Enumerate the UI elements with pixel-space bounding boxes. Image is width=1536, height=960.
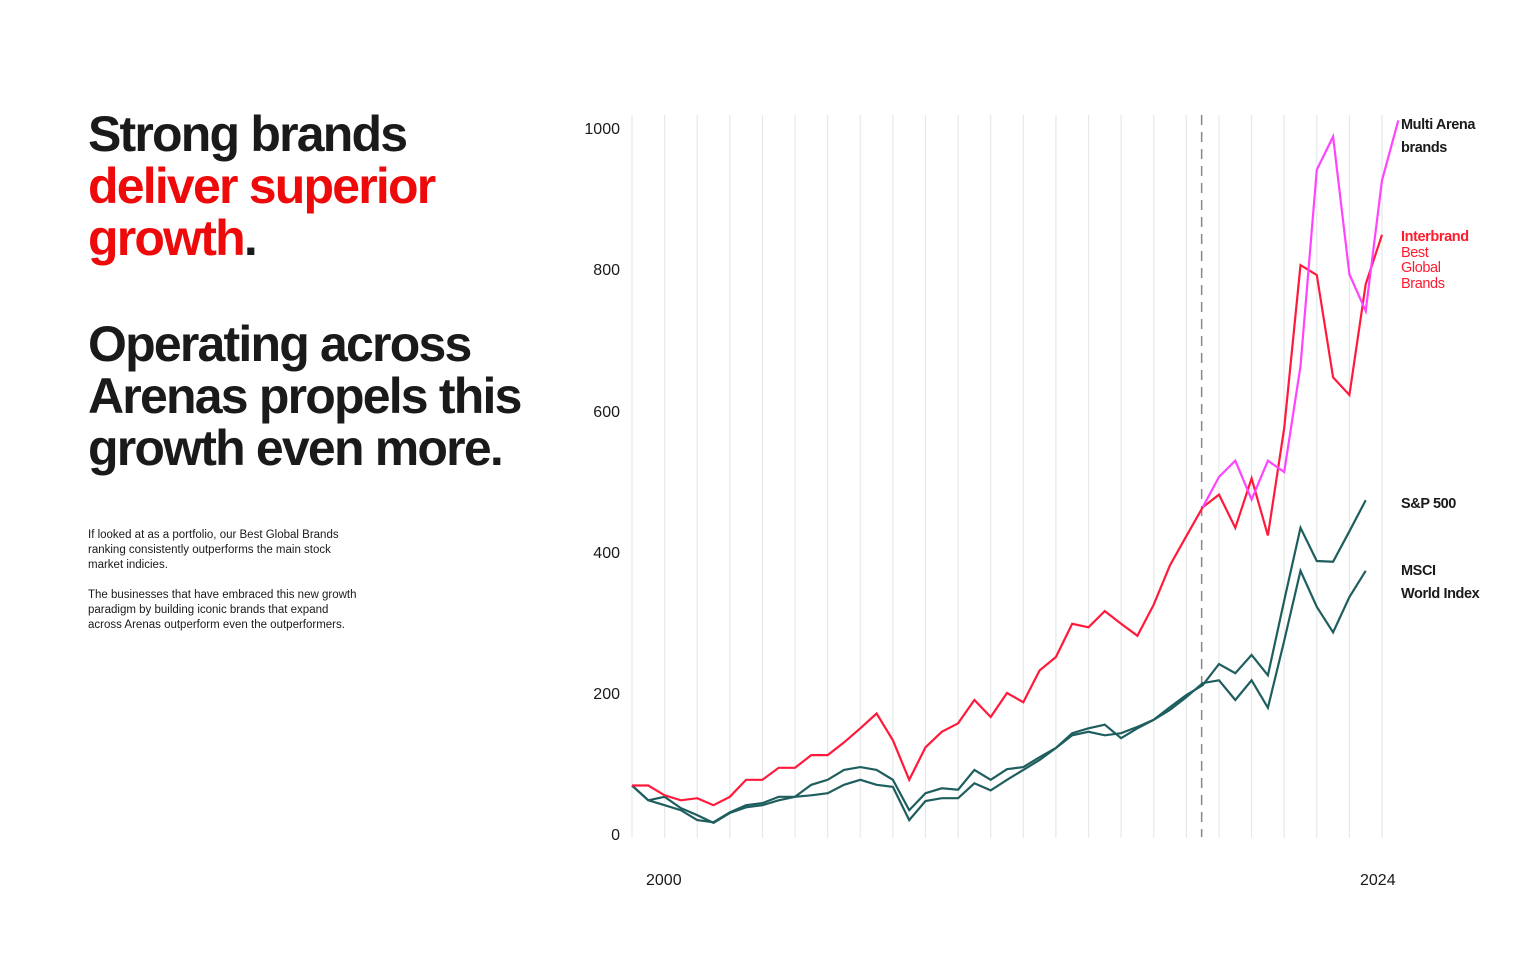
- body-copy: If looked at as a portfolio, our Best Gl…: [88, 528, 358, 648]
- legend-msci: MSCI World Index: [1401, 563, 1480, 602]
- series-line-interbrand-best-global-brands: [632, 234, 1384, 807]
- y-tick-600: 600: [593, 404, 620, 421]
- y-tick-0: 0: [611, 827, 620, 844]
- subheadline-block: Operating across Arenas propels this gro…: [88, 318, 568, 474]
- legend-multi-arena: Multi Arena brands: [1401, 117, 1476, 156]
- subheadline-line-2: Arenas propels this: [88, 368, 522, 424]
- subheadline-line-1: Operating across: [88, 316, 472, 372]
- y-tick-400: 400: [593, 545, 620, 562]
- series-line-msci-world-index: [631, 567, 1367, 825]
- series-line-multi-arena-brands: [1201, 120, 1400, 508]
- headline-growth: growth: [88, 210, 246, 266]
- x-tick-2000: 2000: [646, 872, 682, 889]
- body-paragraph-1: If looked at as a portfolio, our Best Gl…: [88, 529, 339, 571]
- series-line-s-p-500: [631, 499, 1367, 824]
- headline-period: .: [243, 210, 258, 266]
- headline-line-2: deliver superior: [88, 158, 436, 214]
- legend-interbrand: Interbrand Best Global Brands: [1401, 229, 1469, 292]
- x-tick-2024: 2024: [1360, 872, 1396, 889]
- body-paragraph-2: The businesses that have embraced this n…: [88, 589, 357, 631]
- y-tick-200: 200: [593, 686, 620, 703]
- y-tick-800: 800: [593, 262, 620, 279]
- legend-sp500: S&P 500: [1401, 496, 1456, 512]
- headline-line-1: Strong brands: [88, 106, 408, 162]
- y-tick-1000: 1000: [584, 121, 620, 138]
- headline-block: Strong brands deliver superior growth.: [88, 108, 568, 264]
- subheadline-line-3: growth even more.: [88, 420, 504, 476]
